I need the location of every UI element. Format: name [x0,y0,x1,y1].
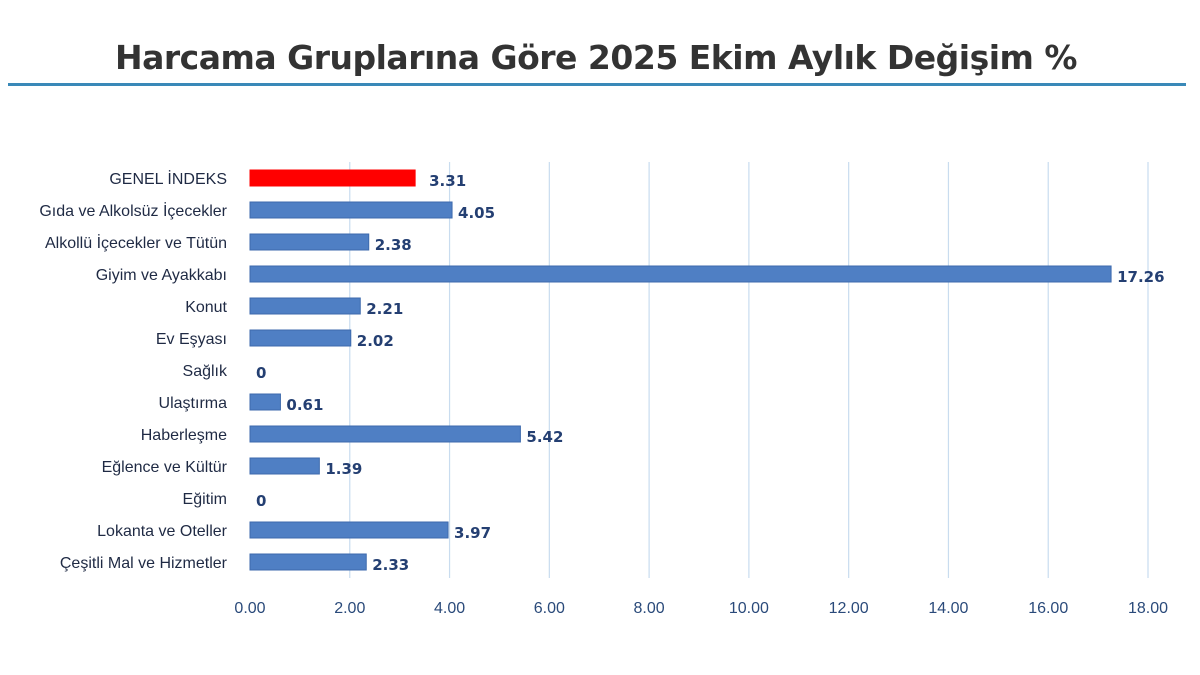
bar [249,393,281,411]
bar [249,457,320,475]
title-underline [8,83,1186,86]
value-label: 1.39 [325,460,362,478]
bar [249,521,449,539]
value-label: 17.26 [1117,268,1164,286]
x-tick-label: 12.00 [829,600,869,617]
bar [249,265,1112,283]
value-label: 4.05 [458,204,495,222]
category-label: Ev Eşyası [156,331,227,348]
category-label: Haberleşme [141,427,227,444]
value-label: 0 [256,364,266,382]
value-label: 3.97 [454,524,491,542]
chart-title: Harcama Gruplarına Göre 2025 Ekim Aylık … [115,38,1077,77]
category-label: Giyim ve Ayakkabı [96,267,227,284]
value-label: 2.02 [357,332,394,350]
gridlines [349,162,1149,578]
category-label: Çeşitli Mal ve Hizmetler [60,555,228,572]
value-labels: 3.31 4.05 2.38 17.26 2.21 2.02 0 0.61 5.42 1.39 0 3… [256,172,1165,574]
x-tick-label: 18.00 [1128,600,1168,617]
x-tick-label: 16.00 [1028,600,1068,617]
value-label: 0 [256,492,266,510]
category-labels: GENEL İNDEKS Gıda ve Alkolsüz İçecekler Al… [39,169,228,572]
bar [249,297,361,315]
x-tick-label: 14.00 [928,600,968,617]
category-label: Sağlık [183,363,228,380]
x-tick-label: 6.00 [534,600,565,617]
bar [249,233,370,251]
category-label: Alkollü İçecekler ve Tütün [45,233,227,252]
bar [249,169,416,187]
category-label: Lokanta ve Oteller [97,523,228,540]
bar [249,425,521,443]
category-label: Eğitim [183,491,227,508]
value-label: 2.33 [372,556,409,574]
x-tick-label: 0.00 [234,600,265,617]
bar [249,553,367,571]
value-label: 5.42 [526,428,563,446]
bars [249,169,1112,571]
category-label: Gıda ve Alkolsüz İçecekler [39,201,227,220]
x-axis-tick-labels: 0.00 2.00 4.00 6.00 8.00 10.00 12.00 14.00 16.00… [234,600,1168,617]
x-tick-label: 8.00 [634,600,665,617]
bar [249,329,352,347]
category-label: GENEL İNDEKS [109,169,227,188]
category-label: Eğlence ve Kültür [102,459,228,476]
category-label: Konut [185,299,227,316]
category-label: Ulaştırma [159,395,228,412]
bar [249,201,453,219]
value-label: 2.21 [366,300,403,318]
x-tick-label: 2.00 [334,600,365,617]
value-label: 0.61 [286,396,323,414]
x-tick-label: 4.00 [434,600,465,617]
value-label: 2.38 [375,236,412,254]
value-label: 3.31 [429,172,466,190]
x-tick-label: 10.00 [729,600,769,617]
